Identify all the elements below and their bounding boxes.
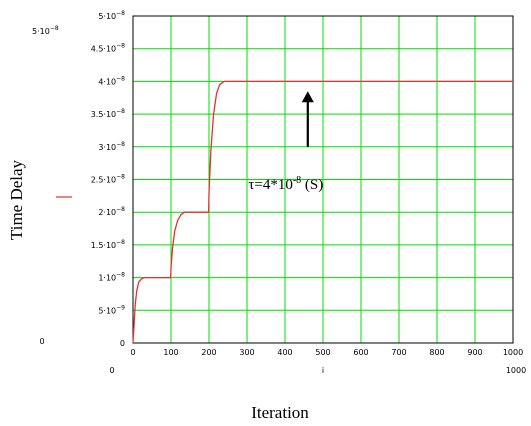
x-tick-label-10: 1000 xyxy=(503,348,523,357)
y-axis-max-exponent: −8 xyxy=(50,25,59,32)
x-tick-label-3: 300 xyxy=(239,348,254,357)
y-tick-label-0: 0 xyxy=(120,339,125,348)
annotation: τ=4*10-8 (S) xyxy=(248,91,323,193)
y-axis-max-mantissa: 5·10 xyxy=(32,27,50,36)
x-tick-label-4: 400 xyxy=(277,348,292,357)
annotation-arrow-head xyxy=(301,91,314,103)
annotation-text: τ=4*10-8 (S) xyxy=(248,175,323,193)
x-tick-label-7: 700 xyxy=(391,348,406,357)
x-tick-label-0: 0 xyxy=(130,348,135,357)
y-tick-label-8: 4·10−8 xyxy=(98,75,125,86)
x-tick-label-2: 200 xyxy=(201,348,216,357)
x-tick-label-9: 900 xyxy=(467,348,482,357)
x-axis-label: Iteration xyxy=(251,403,309,422)
x-tick-label-1: 100 xyxy=(163,348,178,357)
y-tick-label-1: 5·10−9 xyxy=(98,304,125,315)
x-tick-label-8: 800 xyxy=(429,348,444,357)
y-tick-label-7: 3.5·10−8 xyxy=(91,108,125,119)
x-tick-label-6: 600 xyxy=(353,348,368,357)
x-axis-max-label: 1000 xyxy=(506,366,526,375)
y-tick-label-4: 2·10−8 xyxy=(98,206,125,217)
y-tick-label-2: 1·10−8 xyxy=(98,272,125,283)
series-layer xyxy=(132,80,513,344)
plot-area xyxy=(132,15,514,344)
y-axis-max-label: 5·10−8 xyxy=(32,25,59,36)
y-axis-min-label: 0 xyxy=(39,337,44,346)
y-tick-label-3: 1.5·10−8 xyxy=(91,239,125,250)
x-axis-min-label: 0 xyxy=(109,366,114,375)
y-tick-label-5: 2.5·10−8 xyxy=(91,174,125,185)
y-tick-label-6: 3·10−8 xyxy=(98,141,125,152)
series-line-0 xyxy=(132,80,513,344)
x-tick-labels: 0 100 200 300 400 500 600 700 800 900 1000 xyxy=(130,348,523,357)
y-tick-label-10: 5·10−8 xyxy=(98,10,125,21)
x-variable-label: i xyxy=(322,366,324,375)
x-tick-label-5: 500 xyxy=(315,348,330,357)
y-axis-label: Time Delay xyxy=(7,159,26,240)
y-tick-label-9: 4.5·10−8 xyxy=(91,43,125,54)
y-tick-labels: 0 5·10−9 1·10−8 1.5·10−8 2·10−8 2.5·10−8 3·10−… xyxy=(91,10,125,348)
